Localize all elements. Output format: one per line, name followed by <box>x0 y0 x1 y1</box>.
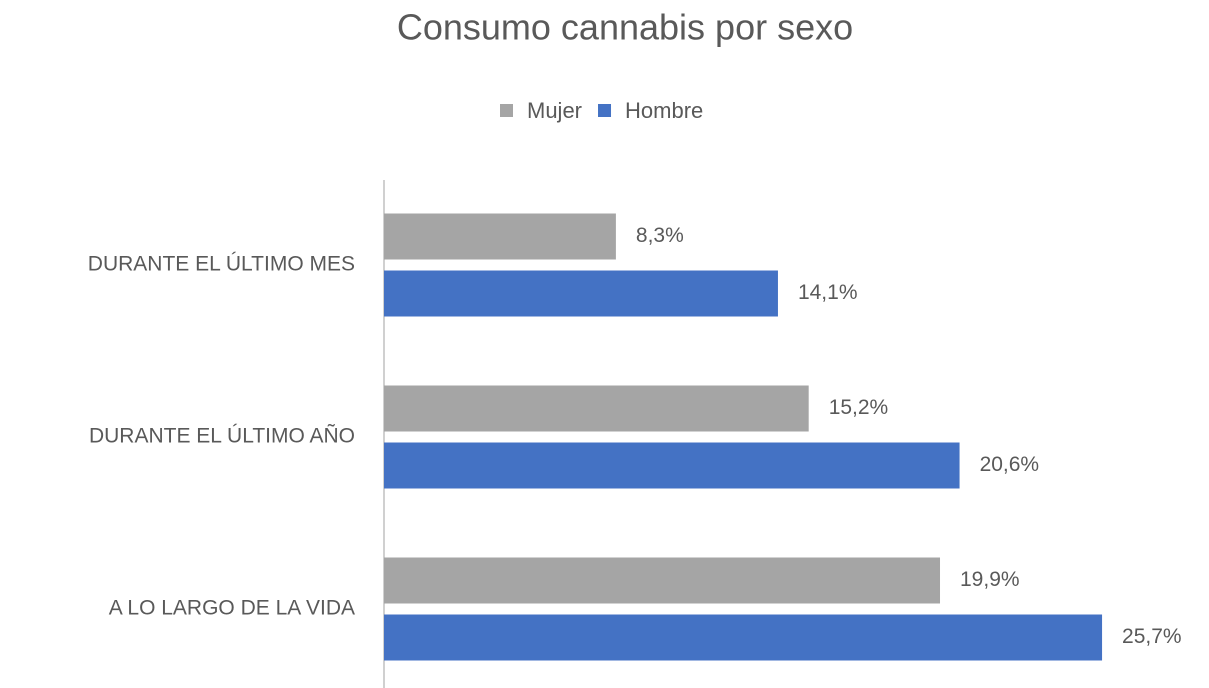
bar <box>384 614 1103 661</box>
bar <box>384 557 941 604</box>
legend-swatch <box>598 104 612 117</box>
data-label: 19,9% <box>960 568 1020 591</box>
data-label: 8,3% <box>636 224 684 247</box>
legend-swatch <box>500 104 513 117</box>
y-tick-label: A LO LARGO DE LA VIDA <box>109 597 355 620</box>
data-label: 25,7% <box>1122 625 1182 648</box>
chart-title: Consumo cannabis por sexo <box>397 7 853 48</box>
bar <box>384 442 960 489</box>
legend-label: Mujer <box>527 98 582 123</box>
data-label: 14,1% <box>798 281 858 304</box>
bar <box>384 213 616 260</box>
bar <box>384 385 809 432</box>
data-label: 20,6% <box>980 453 1040 476</box>
legend-label: Hombre <box>625 98 703 123</box>
y-tick-label: DURANTE EL ÚLTIMO AÑO <box>89 424 355 448</box>
data-label: 15,2% <box>829 396 889 419</box>
y-tick-label: DURANTE EL ÚLTIMO MES <box>88 253 355 276</box>
bar <box>384 270 778 317</box>
